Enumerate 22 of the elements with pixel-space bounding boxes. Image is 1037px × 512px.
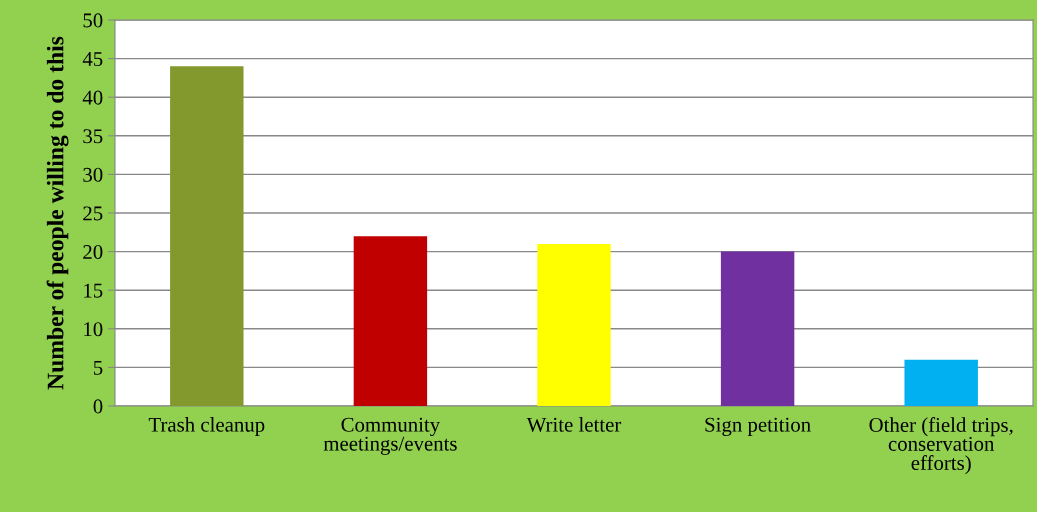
y-tick-label: 35 xyxy=(83,129,103,144)
y-axis-title: Number of people willing to do this xyxy=(46,36,69,390)
x-tick-label: Other (field trips, conservation efforts) xyxy=(869,417,1013,475)
y-tick-label: 10 xyxy=(84,322,103,337)
bar xyxy=(353,236,428,406)
bar xyxy=(720,251,795,406)
x-tick-label: Sign petition xyxy=(705,417,811,436)
y-tick-label: 15 xyxy=(84,283,103,298)
y-tick-label: 50 xyxy=(83,13,103,28)
y-tick-label: 20 xyxy=(83,244,103,260)
y-tick-label: 30 xyxy=(83,167,103,182)
bar xyxy=(537,243,611,406)
y-tick-label: 25 xyxy=(83,206,103,221)
bar xyxy=(904,359,978,406)
y-tick-label: 5 xyxy=(93,360,103,375)
x-tick-label: Community meetings/events xyxy=(323,417,457,455)
bar xyxy=(170,66,244,406)
y-tick-label: 40 xyxy=(82,90,103,105)
x-tick-label: Write letter xyxy=(526,417,622,432)
y-tick-label: 45 xyxy=(82,52,103,67)
x-tick-label: Trash cleanup xyxy=(148,417,265,436)
y-tick-label: 0 xyxy=(93,399,103,414)
